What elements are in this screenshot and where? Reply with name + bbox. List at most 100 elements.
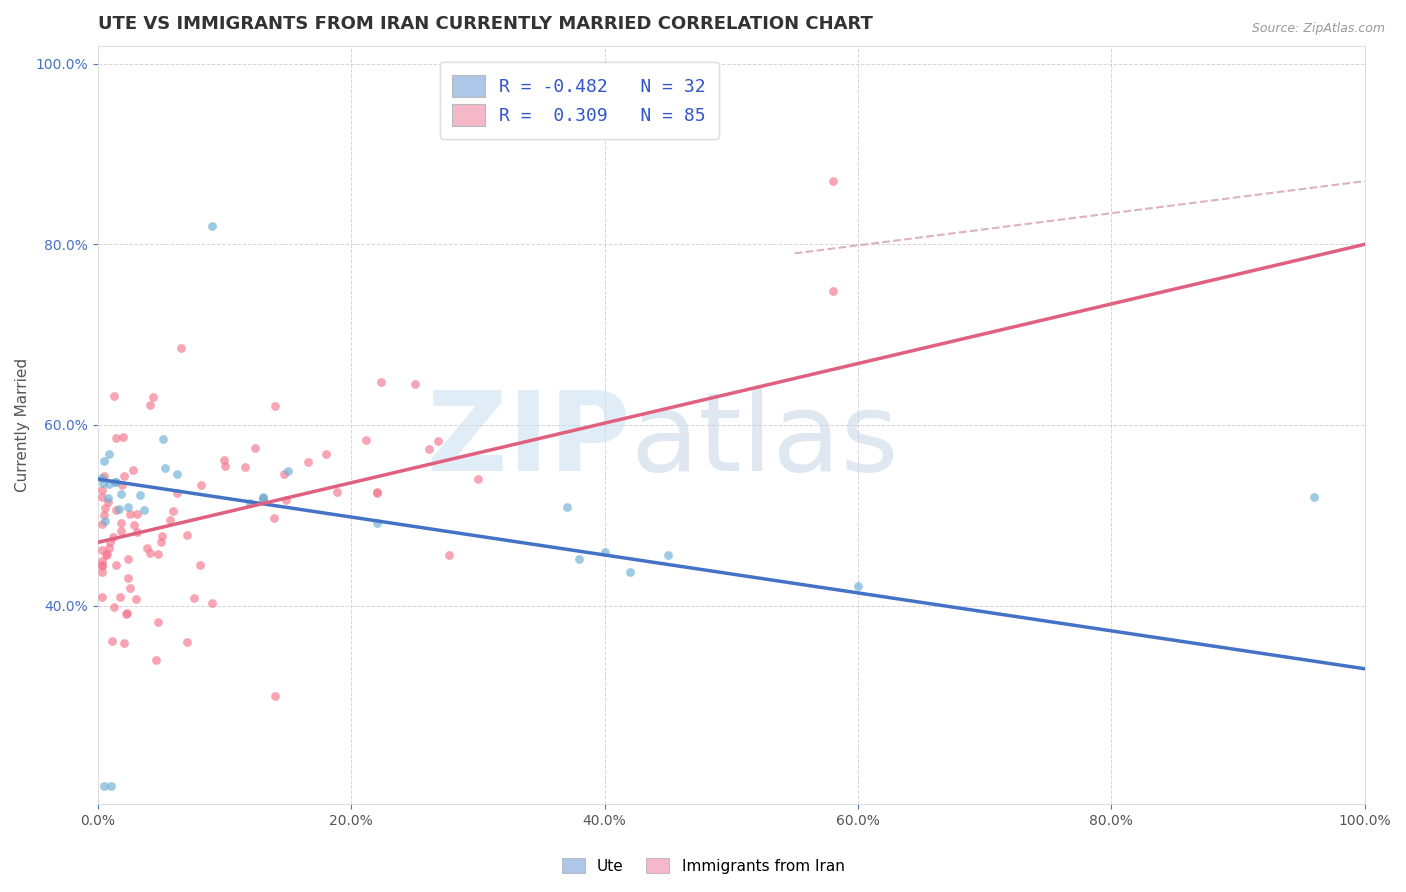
Text: ZIP: ZIP xyxy=(426,386,630,493)
Point xyxy=(112,636,135,650)
Point xyxy=(142,391,165,405)
Point xyxy=(136,541,159,556)
Point xyxy=(152,432,174,446)
Point xyxy=(90,471,112,485)
Point xyxy=(91,554,114,568)
Point xyxy=(846,579,869,593)
Point xyxy=(354,433,377,447)
Point xyxy=(125,592,148,607)
Point xyxy=(120,508,142,522)
Point xyxy=(101,633,124,648)
Point xyxy=(146,615,169,629)
Point xyxy=(94,501,117,516)
Point xyxy=(93,454,115,468)
Point xyxy=(404,376,426,391)
Point xyxy=(132,502,155,516)
Point xyxy=(93,508,115,522)
Point xyxy=(326,484,349,499)
Point xyxy=(239,496,262,510)
Point xyxy=(243,441,266,455)
Point xyxy=(1303,490,1326,504)
Point xyxy=(139,546,162,560)
Point xyxy=(190,478,212,492)
Point xyxy=(125,507,148,521)
Point xyxy=(150,529,173,543)
Point xyxy=(98,447,121,461)
Point xyxy=(188,558,211,572)
Point xyxy=(96,547,118,561)
Point xyxy=(93,475,115,490)
Point xyxy=(297,455,319,469)
Point xyxy=(214,458,236,473)
Point xyxy=(201,219,224,234)
Point xyxy=(418,442,440,457)
Point xyxy=(103,600,125,615)
Point xyxy=(93,779,115,793)
Point xyxy=(118,581,141,595)
Point xyxy=(93,469,115,483)
Point xyxy=(166,467,188,481)
Point xyxy=(117,500,139,514)
Point xyxy=(467,472,489,486)
Text: UTE VS IMMIGRANTS FROM IRAN CURRENTLY MARRIED CORRELATION CHART: UTE VS IMMIGRANTS FROM IRAN CURRENTLY MA… xyxy=(98,15,873,33)
Point xyxy=(201,596,224,610)
Point xyxy=(122,517,145,532)
Point xyxy=(273,467,295,482)
Point xyxy=(90,490,112,504)
Point xyxy=(150,534,173,549)
Point xyxy=(90,516,112,531)
Point xyxy=(264,399,287,413)
Point xyxy=(90,483,112,498)
Point xyxy=(98,476,121,491)
Point xyxy=(105,475,128,489)
Point xyxy=(138,398,160,412)
Point xyxy=(366,516,388,531)
Text: Source: ZipAtlas.com: Source: ZipAtlas.com xyxy=(1251,22,1385,36)
Point xyxy=(214,453,236,467)
Point xyxy=(105,502,128,516)
Point xyxy=(111,430,134,444)
Point xyxy=(97,491,120,505)
Point xyxy=(276,493,298,508)
Point xyxy=(568,552,591,566)
Point xyxy=(90,558,112,573)
Point xyxy=(122,463,145,477)
Point xyxy=(103,389,125,403)
Point xyxy=(100,779,122,793)
Point xyxy=(263,511,285,525)
Legend: Ute, Immigrants from Iran: Ute, Immigrants from Iran xyxy=(555,852,851,880)
Point xyxy=(437,548,460,562)
Point xyxy=(104,558,127,572)
Point xyxy=(145,653,167,667)
Point xyxy=(277,464,299,478)
Point xyxy=(593,545,616,559)
Point xyxy=(117,552,139,566)
Point xyxy=(98,541,121,555)
Point xyxy=(427,434,450,449)
Point xyxy=(117,606,139,620)
Point xyxy=(114,607,136,621)
Point xyxy=(103,530,125,544)
Text: atlas: atlas xyxy=(630,386,898,493)
Point xyxy=(252,492,274,507)
Point xyxy=(90,558,112,573)
Point xyxy=(176,634,198,648)
Point xyxy=(148,547,170,561)
Point xyxy=(170,341,193,355)
Point xyxy=(110,477,132,491)
Point xyxy=(90,591,112,605)
Point xyxy=(366,486,388,500)
Legend: R = -0.482   N = 32, R =  0.309   N = 85: R = -0.482 N = 32, R = 0.309 N = 85 xyxy=(440,62,718,139)
Point xyxy=(233,459,256,474)
Point xyxy=(108,501,131,516)
Point xyxy=(110,516,132,530)
Point xyxy=(252,491,274,506)
Point xyxy=(252,490,274,504)
Point xyxy=(366,485,388,500)
Point xyxy=(162,504,184,518)
Point xyxy=(110,524,132,539)
Point xyxy=(104,475,127,489)
Point xyxy=(315,447,337,461)
Point xyxy=(176,528,198,542)
Point xyxy=(166,485,188,500)
